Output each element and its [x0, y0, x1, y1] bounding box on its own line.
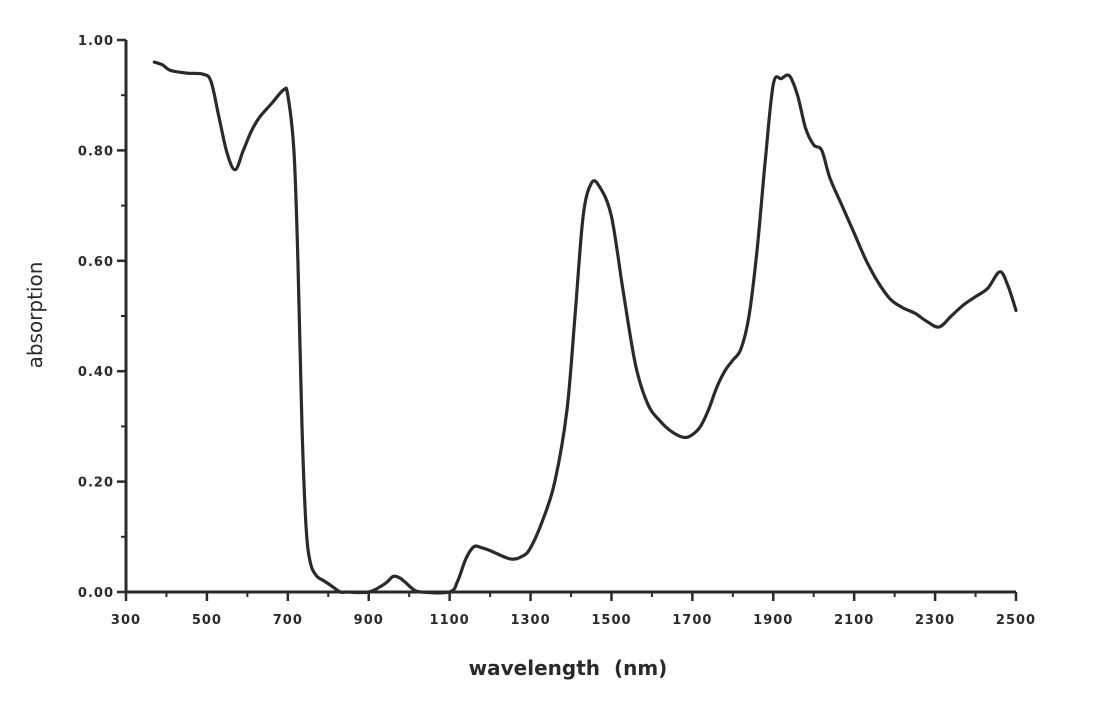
x-tick-label: 500	[192, 613, 222, 628]
y-axis-title: absorption	[23, 262, 47, 369]
y-tick-label: 1.00	[78, 34, 114, 49]
x-tick-label: 300	[111, 613, 141, 628]
y-tick-label: 0.40	[78, 365, 114, 380]
axes	[124, 40, 1016, 594]
y-tick-label: 0.80	[78, 144, 114, 159]
x-tick-label: 2500	[996, 613, 1036, 628]
x-tick-label: 2300	[915, 613, 955, 628]
x-tick-label: 1700	[672, 613, 712, 628]
x-tick-label: 900	[354, 613, 384, 628]
y-tick-label: 0.60	[78, 255, 114, 270]
x-tick-label: 1100	[430, 613, 470, 628]
x-tick-label: 700	[273, 613, 303, 628]
x-tick-label: 2100	[834, 613, 874, 628]
tick-labels: 300 500 700 900 1100 1300 1500 1700 1900 2100 2300…	[78, 34, 1036, 628]
ticks	[117, 38, 1018, 601]
y-tick-label: 0.00	[78, 586, 114, 601]
x-tick-label: 1900	[753, 613, 793, 628]
y-tick-label: 0.20	[78, 476, 114, 491]
x-axis-title: wavelength (nm)	[469, 656, 668, 680]
x-tick-label: 1500	[591, 613, 631, 628]
series-line	[152, 60, 1018, 595]
x-tick-label: 1300	[510, 613, 550, 628]
